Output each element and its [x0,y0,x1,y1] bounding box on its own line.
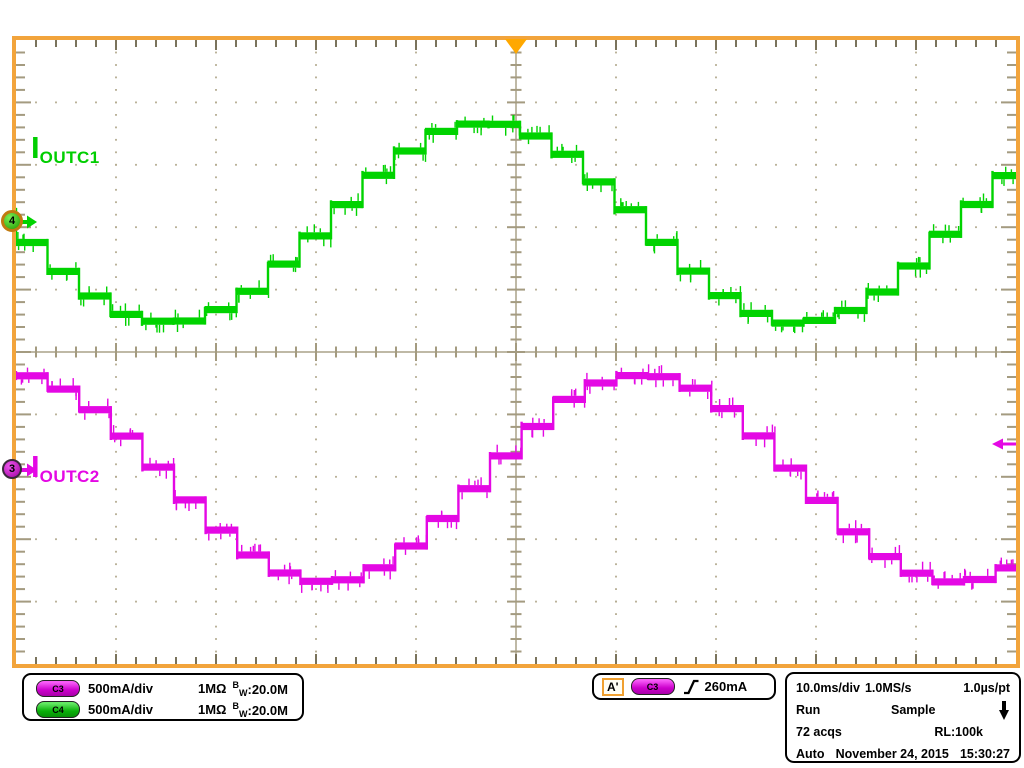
bw-value: :20.0M [247,702,288,718]
timebase-value: 10.0ms/div [796,681,860,695]
acq-row-state: Run Sample [796,699,1010,721]
bw-b: B [232,700,239,711]
run-state: Run [796,703,821,717]
ch4-ref-arrow-icon [27,215,37,229]
sample-rate-value: 1.0MS/s [864,681,912,695]
trigger-level-value: 260mA [704,679,748,694]
c4-scale: 500mA/div [88,702,154,717]
c3-scale: 500mA/div [88,681,154,696]
waveform-plot [16,40,1016,664]
trace-label-ioutc1: IOUTC1 [31,130,100,166]
bw-value: :20.0M [247,681,288,697]
trigger-readout-box[interactable]: A' C3 260mA [592,673,776,700]
resolution-value: 1.0µs/pt [963,681,1010,695]
channel-readout-row-c4: C4 500mA/div 1MΩ BW:20.0M [36,699,294,720]
acq-mode: Sample [891,703,936,717]
channel-c3-pill[interactable]: C3 [36,680,80,697]
channel-readout-box[interactable]: C3 500mA/div 1MΩ BW:20.0M C4 500mA/div 1… [22,673,304,721]
channel3-reference-marker[interactable]: 3 [2,459,22,479]
c3-impedance: 1MΩ [198,681,227,696]
trace-ioutc2 [16,364,1016,593]
acquisition-readout-box[interactable]: 10.0ms/div 1.0MS/s 1.0µs/pt Run Sample 7… [785,672,1021,763]
c4-impedance: 1MΩ [198,702,227,717]
acq-count: 72 acqs [796,725,842,739]
magenta-right-ref-arrow-icon [992,438,1003,450]
trace-label-sub: OUTC1 [39,148,100,167]
magenta-right-ref-arrow-tail [1002,442,1016,446]
bw-w: W [238,687,248,698]
bw-b: B [232,679,239,690]
trace-label-main: I [31,449,40,484]
record-length: RL:100k [934,725,983,739]
trace-label-sub: OUTC2 [39,467,100,486]
trigger-mode: Auto [796,747,825,761]
ch3-ref-arrow-icon [27,463,37,477]
acq-row-count: 72 acqs RL:100k [796,721,1010,743]
trace-label-ioutc2: IOUTC2 [31,449,100,485]
bw-w: W [238,708,248,719]
c4-bandwidth: BW:20.0M [232,701,287,719]
acq-row-timebase: 10.0ms/div 1.0MS/s 1.0µs/pt [796,677,1010,699]
channel-readout-row-c3: C3 500mA/div 1MΩ BW:20.0M [36,678,294,699]
channel-c4-pill[interactable]: C4 [36,701,80,718]
rising-edge-icon [683,679,699,694]
channel4-reference-marker[interactable]: 4 [1,210,23,232]
c3-bandwidth: BW:20.0M [232,680,287,698]
acq-row-datetime: Auto November 24, 2015 15:30:27 [796,743,1010,765]
trace-ioutc1 [16,115,1016,334]
trigger-bus-badge[interactable]: A' [602,677,624,696]
trace-label-main: I [31,130,40,165]
waveform-position-down-arrow-icon [999,700,1009,720]
trigger-source-pill[interactable]: C3 [630,678,675,695]
date-value: November 24, 2015 [835,747,949,761]
trigger-position-marker-icon[interactable] [505,39,527,54]
time-value: 15:30:27 [959,747,1010,761]
